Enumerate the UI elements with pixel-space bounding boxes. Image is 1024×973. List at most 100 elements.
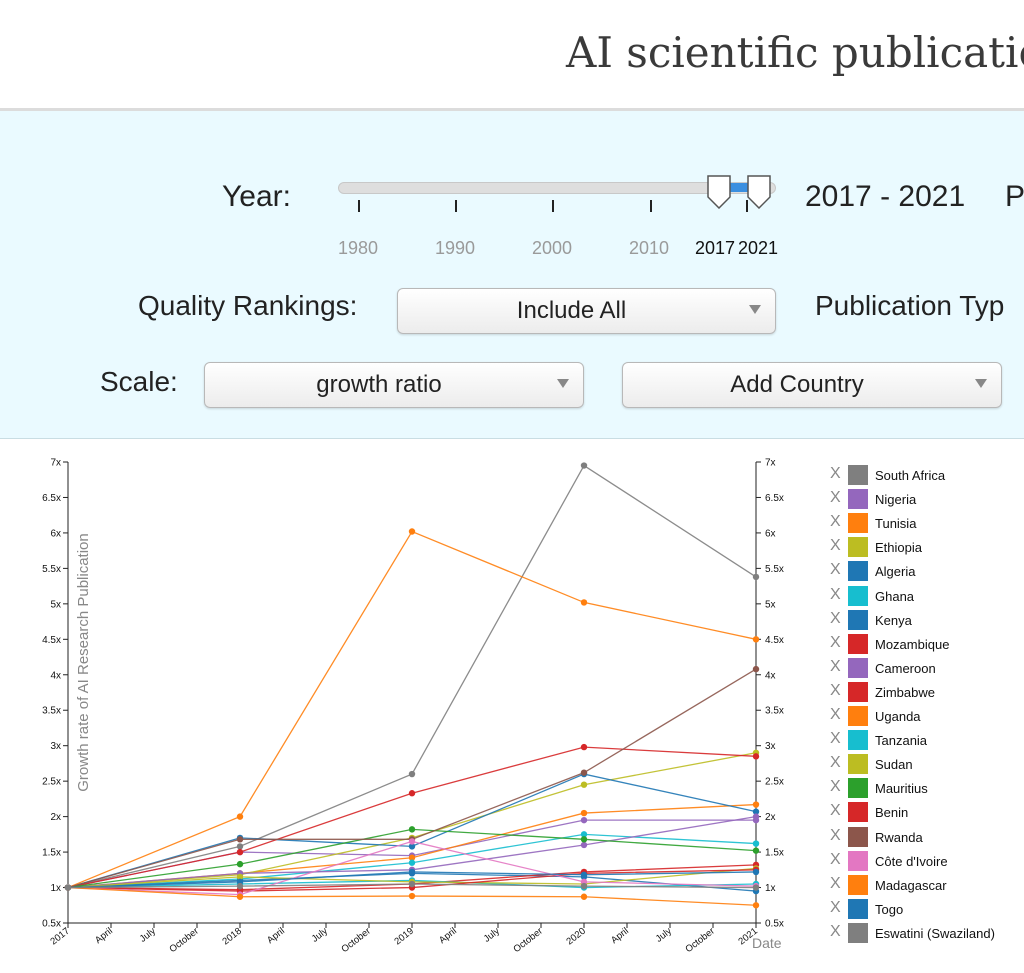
data-point bbox=[752, 573, 760, 581]
data-point bbox=[752, 753, 760, 760]
y-tick-label: 3.5x bbox=[42, 706, 61, 717]
legend-swatch bbox=[848, 657, 868, 678]
y-tick-label: 7x bbox=[50, 458, 61, 469]
legend-item: X Madagascar bbox=[830, 874, 1020, 897]
remove-country-button[interactable]: X bbox=[830, 850, 841, 868]
legend-label: Togo bbox=[875, 901, 904, 917]
y-tick-label: 1x bbox=[765, 883, 776, 894]
x-tick-label: April bbox=[609, 926, 631, 946]
remove-country-button[interactable]: X bbox=[830, 922, 841, 940]
year-slider-track[interactable] bbox=[338, 182, 776, 194]
x-tick-label: July bbox=[654, 926, 674, 945]
remove-country-button[interactable]: X bbox=[830, 585, 841, 603]
y-tick-label: 7x bbox=[765, 458, 776, 469]
y-tick-label: 4x bbox=[765, 670, 776, 681]
x-tick-label: July bbox=[482, 926, 502, 945]
legend-label: Mozambique bbox=[875, 636, 950, 652]
legend-item: X Tunisia bbox=[830, 513, 1020, 535]
data-point bbox=[580, 836, 588, 843]
remove-country-button[interactable]: X bbox=[830, 561, 841, 579]
remove-country-button[interactable]: X bbox=[830, 657, 841, 675]
data-point bbox=[408, 859, 416, 866]
remove-country-button[interactable]: X bbox=[830, 706, 841, 723]
quality-rankings-dropdown[interactable]: Include All bbox=[397, 288, 776, 334]
remove-country-button[interactable]: X bbox=[830, 609, 841, 627]
quality-rankings-value: Include All bbox=[516, 297, 627, 324]
year-tick-mark bbox=[746, 200, 748, 212]
x-tick-label: April bbox=[265, 926, 287, 946]
remove-country-button[interactable]: X bbox=[830, 537, 841, 555]
legend-label: Tanzania bbox=[875, 733, 928, 749]
y-tick-label: 1x bbox=[50, 883, 61, 894]
year-tick-label: 2000 bbox=[532, 238, 573, 258]
legend-label: Ethiopia bbox=[875, 540, 922, 556]
chevron-down-icon bbox=[975, 379, 987, 388]
data-point bbox=[408, 892, 416, 900]
remove-country-button[interactable]: X bbox=[830, 874, 841, 892]
legend-label: Côte d'Ivoire bbox=[875, 853, 948, 869]
scale-value: growth ratio bbox=[316, 371, 442, 398]
remove-country-button[interactable]: X bbox=[830, 681, 841, 699]
remove-country-button[interactable]: X bbox=[830, 489, 841, 507]
cut-off-label: P bbox=[1005, 180, 1024, 213]
data-point bbox=[580, 871, 588, 878]
y-tick-label: 0.5x bbox=[42, 919, 61, 930]
legend-swatch bbox=[848, 681, 868, 702]
x-tick-label: October bbox=[683, 926, 716, 955]
scale-label: Scale: bbox=[100, 366, 178, 397]
remove-country-button[interactable]: X bbox=[830, 633, 841, 651]
data-point bbox=[752, 813, 760, 820]
data-point bbox=[580, 743, 588, 751]
legend-item: X South Africa bbox=[830, 465, 1020, 487]
legend-label: Ghana bbox=[875, 588, 915, 604]
data-point bbox=[408, 868, 416, 876]
year-tick-label: 2010 bbox=[629, 238, 670, 258]
year-range-value: 2017 - 2021 bbox=[805, 180, 966, 213]
x-tick-label: July bbox=[310, 926, 330, 945]
data-point bbox=[236, 836, 244, 843]
data-point bbox=[408, 770, 416, 778]
legend-swatch bbox=[848, 706, 868, 726]
remove-country-button[interactable]: X bbox=[830, 754, 841, 772]
remove-country-button[interactable]: X bbox=[830, 465, 841, 482]
legend-item: X Nigeria bbox=[830, 489, 1020, 511]
legend-swatch bbox=[848, 561, 868, 582]
legend-swatch bbox=[848, 898, 868, 919]
legend-swatch bbox=[848, 730, 868, 751]
y-tick-label: 2x bbox=[765, 812, 776, 823]
y-tick-label: 5x bbox=[50, 599, 61, 610]
y-tick-label: 6x bbox=[50, 528, 61, 539]
data-point bbox=[580, 882, 588, 890]
year-slider-start-handle[interactable] bbox=[707, 175, 731, 209]
data-point bbox=[236, 848, 244, 856]
remove-country-button[interactable]: X bbox=[830, 826, 841, 844]
remove-country-button[interactable]: X bbox=[830, 802, 841, 820]
remove-country-button[interactable]: X bbox=[830, 898, 841, 916]
y-tick-label: 6.5x bbox=[765, 493, 784, 504]
remove-country-button[interactable]: X bbox=[830, 513, 841, 531]
remove-country-button[interactable]: X bbox=[830, 730, 841, 748]
x-axis-title: Date bbox=[752, 935, 782, 951]
y-tick-label: 1.5x bbox=[42, 848, 61, 859]
data-point bbox=[580, 816, 588, 824]
scale-dropdown[interactable]: growth ratio bbox=[204, 362, 584, 408]
x-tick-label: October bbox=[339, 926, 372, 955]
year-slider-end-handle[interactable] bbox=[747, 175, 771, 209]
data-point bbox=[752, 801, 760, 808]
legend-item: X Algeria bbox=[830, 561, 1020, 583]
legend-swatch bbox=[848, 922, 868, 943]
y-tick-label: 0.5x bbox=[765, 919, 784, 930]
remove-country-button[interactable]: X bbox=[830, 778, 841, 796]
data-point bbox=[752, 868, 760, 876]
legend-label: Zimbabwe bbox=[875, 684, 935, 700]
legend-swatch bbox=[848, 585, 868, 606]
data-point bbox=[408, 838, 416, 845]
legend-swatch bbox=[848, 754, 868, 775]
add-country-dropdown[interactable]: Add Country bbox=[622, 362, 1002, 408]
y-tick-label: 2x bbox=[50, 812, 61, 823]
legend-item: X Sudan bbox=[830, 754, 1020, 776]
legend-swatch bbox=[848, 609, 868, 630]
x-tick-label: October bbox=[167, 926, 200, 955]
y-tick-label: 5.5x bbox=[42, 564, 61, 575]
year-tick-label: 1990 bbox=[435, 238, 476, 258]
